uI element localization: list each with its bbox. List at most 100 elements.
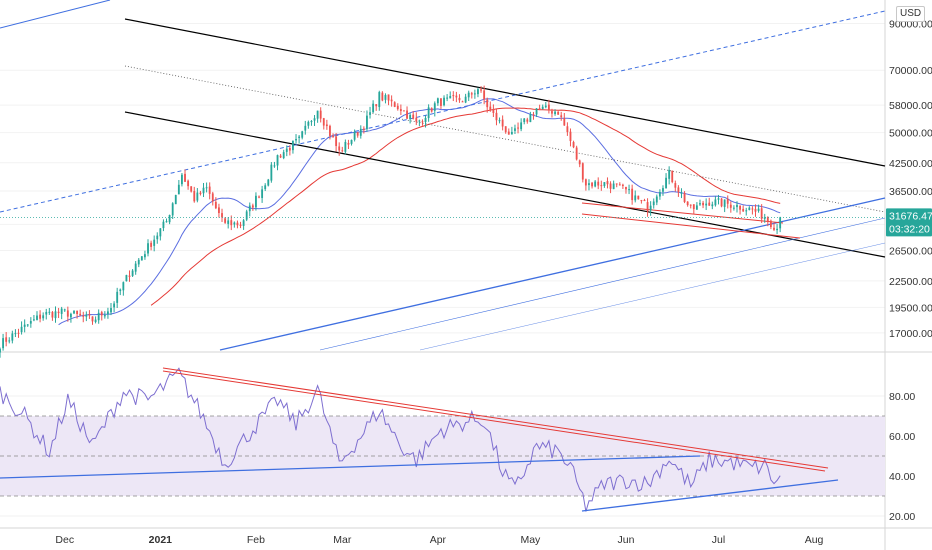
candle-body: [584, 179, 587, 186]
candle-body: [588, 183, 590, 186]
candle-body: [378, 92, 381, 108]
candle: [683, 191, 686, 204]
rsi-line: [0, 367, 781, 512]
candle: [754, 204, 757, 217]
candle: [344, 139, 347, 155]
price-tick-label: 19500.00: [889, 302, 932, 314]
candle-body: [295, 138, 297, 141]
candle: [520, 118, 523, 132]
candle-body: [662, 188, 664, 192]
candle-body: [665, 177, 667, 189]
candle-body: [292, 140, 294, 151]
candle: [341, 146, 344, 153]
candle: [658, 189, 661, 200]
candle: [5, 332, 8, 347]
candle-body: [686, 201, 689, 206]
candle-body: [184, 173, 186, 182]
candle: [307, 120, 310, 129]
candle: [433, 101, 436, 117]
candle-body: [637, 195, 640, 200]
candle: [628, 184, 630, 195]
candle-body: [147, 243, 149, 254]
candle: [769, 219, 772, 230]
bar-countdown: 03:32:20: [889, 223, 930, 235]
candle: [285, 145, 288, 157]
candle: [779, 216, 782, 233]
candle-body: [526, 119, 529, 122]
candle-body: [523, 118, 526, 123]
rsi-pane: [0, 367, 885, 512]
candle-body: [359, 128, 362, 136]
candle-body: [338, 146, 341, 151]
candle-body: [236, 222, 239, 226]
candle-body: [480, 89, 482, 91]
candle: [415, 112, 418, 126]
candle: [2, 333, 5, 351]
candle-body: [538, 108, 541, 110]
candle-body: [45, 311, 48, 315]
candle: [270, 162, 273, 183]
parallel-support-line-2: [419, 242, 886, 351]
candle-body: [618, 184, 621, 186]
candle-body: [29, 321, 32, 324]
candle: [717, 194, 720, 205]
upper-left-trend-line: [0, 0, 111, 29]
candle: [649, 201, 652, 216]
candle-body: [82, 315, 85, 317]
candle: [640, 199, 643, 204]
candle: [652, 198, 655, 209]
candle-body: [137, 259, 140, 265]
candle-body: [110, 308, 112, 313]
parallel-support-line-1: [319, 217, 886, 351]
candle-body: [671, 170, 674, 183]
candle: [452, 91, 455, 102]
candle-body: [655, 196, 658, 203]
candle-body: [520, 122, 523, 130]
candle: [140, 256, 143, 261]
candle: [54, 306, 57, 323]
candle: [116, 287, 119, 309]
candle-body: [251, 205, 254, 208]
candle-body: [406, 110, 408, 119]
candle: [603, 182, 606, 188]
candle: [76, 310, 79, 319]
candle: [705, 198, 708, 211]
currency-button[interactable]: USD: [896, 6, 926, 22]
candle: [495, 109, 498, 126]
candle: [335, 133, 338, 152]
price-tick-label: 17000.00: [889, 328, 932, 340]
candle: [276, 154, 279, 171]
candle: [57, 307, 60, 319]
candle: [427, 104, 430, 122]
wedge-upper-line: [581, 202, 784, 224]
candle-body: [131, 270, 134, 276]
candle: [464, 93, 467, 104]
candle: [563, 112, 566, 126]
candle-body: [205, 187, 208, 189]
candle-body: [517, 127, 519, 129]
candle: [0, 347, 1, 358]
time-tick-label: Aug: [805, 534, 824, 546]
candle-body: [572, 142, 575, 148]
candle: [430, 107, 433, 113]
candle: [575, 145, 578, 161]
candle-body: [643, 199, 646, 202]
candle: [63, 308, 66, 312]
candle: [372, 100, 375, 113]
candle: [316, 110, 319, 123]
candle-body: [625, 186, 627, 190]
candle: [338, 142, 341, 156]
candle-body: [396, 105, 399, 110]
candle: [557, 110, 560, 115]
candle: [538, 104, 541, 110]
candle: [165, 218, 168, 223]
candle-body: [594, 181, 597, 187]
candle: [517, 122, 519, 134]
candle-body: [202, 187, 205, 194]
candle: [581, 162, 584, 183]
candle-body: [680, 192, 683, 194]
candle: [665, 173, 667, 189]
candle-body: [224, 218, 227, 223]
candle: [618, 182, 621, 186]
